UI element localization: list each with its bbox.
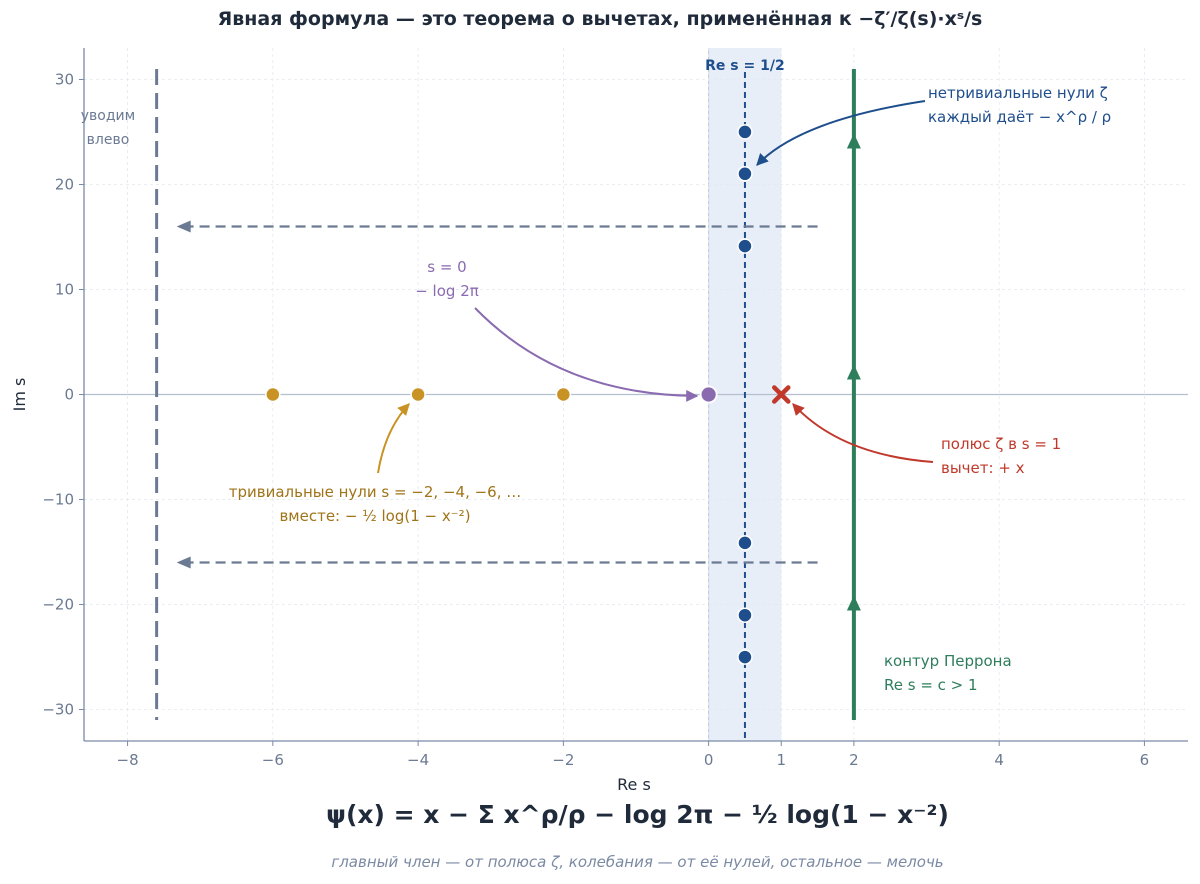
s0-point xyxy=(699,385,718,404)
x-tick-label: −6 xyxy=(262,751,284,769)
x-tick-label: 0 xyxy=(704,751,714,769)
nontrivial-zero xyxy=(737,238,753,254)
nontrivial-zero xyxy=(737,535,753,551)
contour-arrow-2 xyxy=(846,364,861,380)
y-tick-label: −20 xyxy=(42,596,74,614)
nontrivial-zero xyxy=(737,649,753,665)
nontrivial-zero xyxy=(737,166,753,182)
x-tick-label: −8 xyxy=(117,751,139,769)
x-tick-label: 1 xyxy=(776,751,786,769)
x-tick-label: 4 xyxy=(994,751,1004,769)
nontrivial-zero xyxy=(737,607,753,623)
y-axis-label: Im s xyxy=(10,378,29,412)
y-tick-label: 30 xyxy=(55,71,74,89)
x-tick-label: 2 xyxy=(849,751,859,769)
shift-left-label-line-2: влево xyxy=(87,132,130,148)
explicit-formula: ψ(x) = x − Σ x^ρ/ρ − log 2π − ½ log(1 − … xyxy=(326,800,949,829)
nontrivial-zero xyxy=(737,124,753,140)
critical-line-label: Re s = 1/2 xyxy=(705,58,785,74)
y-tick-label: 20 xyxy=(55,176,74,194)
contour-arrow-1 xyxy=(846,595,861,611)
s0-annotation-arrow xyxy=(474,307,699,402)
chart-title: Явная формула — это теорема о вычетах, п… xyxy=(217,8,983,30)
x-tick-label: 6 xyxy=(1140,751,1150,769)
s0-label-line-1: s = 0 xyxy=(427,258,466,276)
trivial-zero xyxy=(555,386,572,403)
caption: главный член — от полюса ζ, колебания — … xyxy=(331,853,944,871)
trivial-annotation-arrow xyxy=(377,403,410,474)
y-tick-label: −30 xyxy=(42,701,74,719)
pole-label-line-2: вычет: + x xyxy=(941,459,1025,477)
shift-left-label-line-1: уводим xyxy=(81,108,135,124)
pole-annotation-arrow xyxy=(792,403,934,463)
y-tick-label: 10 xyxy=(55,281,74,299)
shift-arrow-head-2 xyxy=(176,556,191,569)
nontrivial-label-line-2: каждый даёт − x^ρ / ρ xyxy=(928,108,1111,126)
pole-marker xyxy=(772,385,791,404)
pole-label-line-1: полюс ζ в s = 1 xyxy=(941,435,1061,453)
contour-label-line-1: контур Перрона xyxy=(884,652,1012,670)
y-tick-label: 0 xyxy=(64,386,74,404)
shift-arrow-head-1 xyxy=(176,220,191,233)
y-tick-label: −10 xyxy=(42,491,74,509)
x-axis-label: Re s xyxy=(617,775,651,794)
trivial-zero xyxy=(265,386,281,403)
contour-label-line-2: Re s = c > 1 xyxy=(884,676,978,694)
contour-arrow-3 xyxy=(846,133,861,149)
nontrivial-label-line-1: нетривиальные нули ζ xyxy=(928,84,1108,102)
trivial-label-line-2: вместе: − ½ log(1 − x⁻²) xyxy=(279,507,470,525)
trivial-zero xyxy=(410,386,426,403)
s0-label-line-2: − log 2π xyxy=(415,282,479,300)
nontrivial-annotation-arrow xyxy=(756,100,926,166)
x-tick-label: −4 xyxy=(407,751,429,769)
x-tick-label: −2 xyxy=(552,751,574,769)
trivial-label-line-1: тривиальные нули s = −2, −4, −6, … xyxy=(229,483,522,501)
